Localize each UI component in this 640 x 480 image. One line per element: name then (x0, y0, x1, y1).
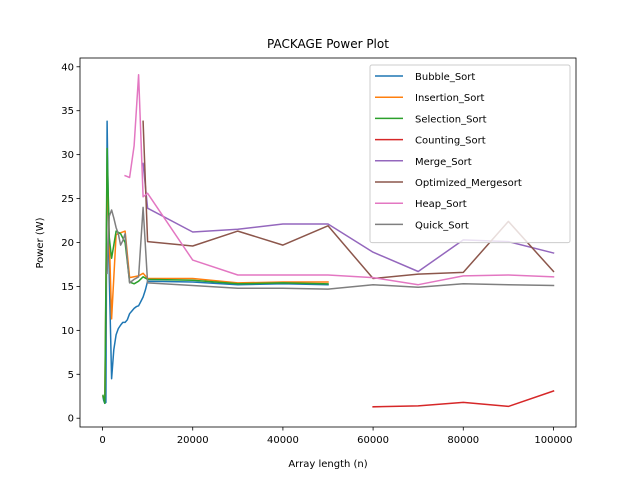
series-line-counting-sort (372, 390, 555, 408)
x-tick-label: 20000 (177, 435, 209, 446)
y-tick-label: 15 (61, 282, 74, 293)
legend-box (369, 64, 571, 244)
y-tick-label: 30 (61, 150, 74, 161)
legend-label: Counting_Sort (415, 136, 486, 147)
legend-label: Quick_Sort (415, 220, 469, 231)
y-tick-label: 40 (61, 62, 74, 73)
x-tick-label: 40000 (267, 435, 299, 446)
chart-title: PACKAGE Power Plot (267, 37, 389, 51)
series-lines (102, 73, 555, 408)
legend-label: Bubble_Sort (415, 72, 475, 83)
x-tick-label: 0 (99, 435, 105, 446)
y-tick-label: 25 (61, 194, 74, 205)
legend-label: Merge_Sort (415, 157, 472, 168)
y-tick-label: 20 (61, 238, 74, 249)
y-tick-label: 0 (68, 414, 74, 425)
axes: 0 20000 40000 60000 80000 100000 0 5 10 15 20 25 30 3… (61, 57, 577, 446)
x-tick-label: 60000 (357, 435, 389, 446)
legend-label: Insertion_Sort (415, 93, 484, 104)
series-line-quick-sort (106, 206, 555, 290)
series-line-optimized-mergesort (142, 120, 555, 280)
x-tick-label: 80000 (447, 435, 479, 446)
y-tick-label: 35 (61, 106, 74, 117)
y-axis-label: Power (W) (35, 217, 46, 268)
legend-label: Heap_Sort (415, 199, 467, 210)
x-axis-label: Array length (n) (288, 459, 367, 470)
series-line-heap-sort (124, 73, 555, 286)
legend-label: Selection_Sort (415, 114, 487, 125)
legend: Bubble_Sort Insertion_Sort Selection_Sort C… (369, 64, 571, 244)
x-tick-label: 100000 (534, 435, 572, 446)
y-tick-label: 5 (68, 370, 74, 381)
y-tick-label: 10 (61, 326, 74, 337)
legend-label: Optimized_Mergesort (415, 178, 522, 189)
